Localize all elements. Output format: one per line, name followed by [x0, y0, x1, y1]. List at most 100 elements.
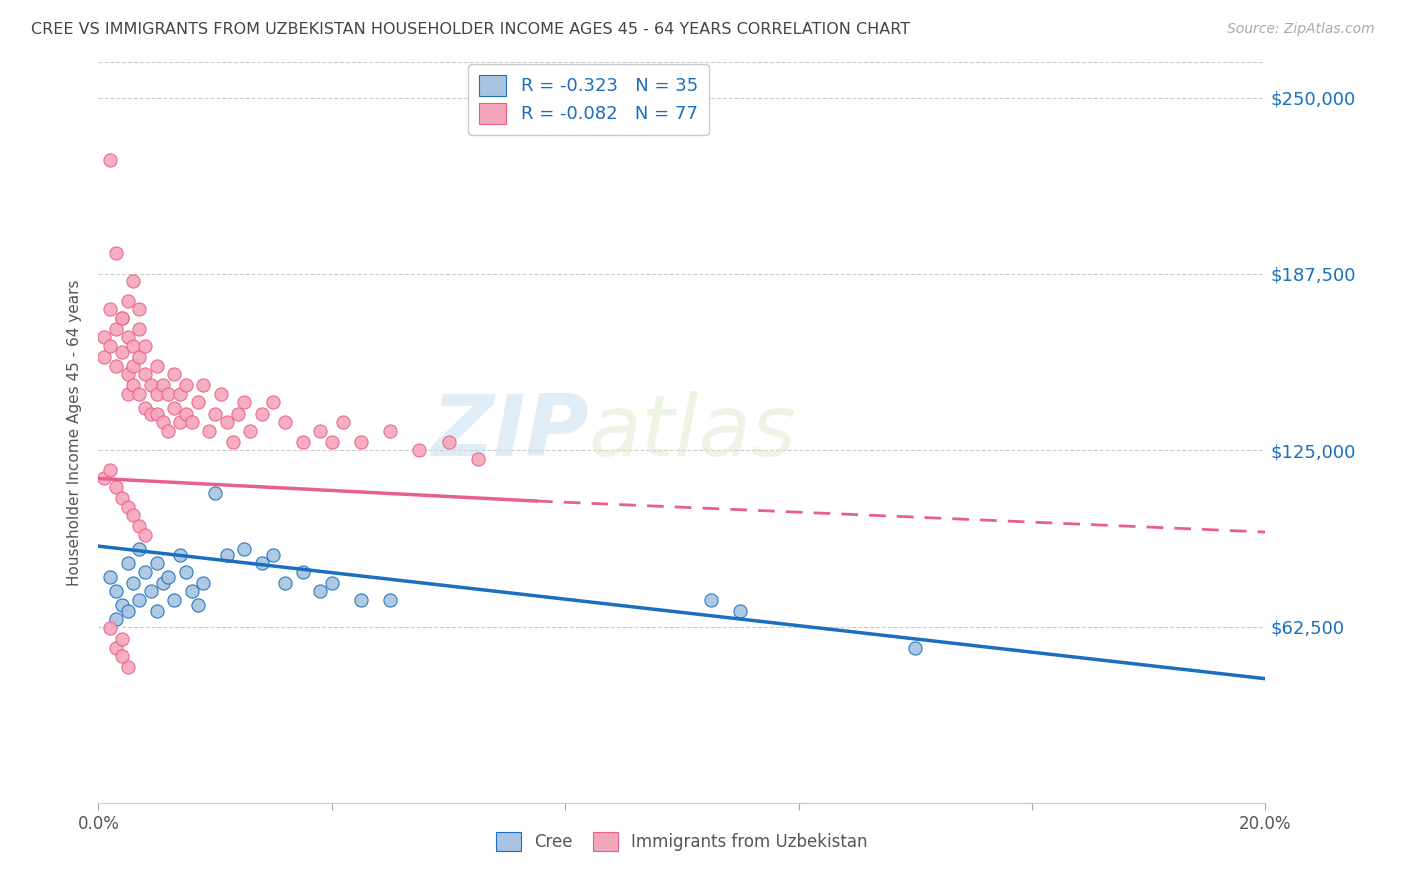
Point — [139, 407, 162, 421]
Text: atlas: atlas — [589, 391, 797, 475]
Point — [380, 592, 402, 607]
Point — [233, 541, 256, 556]
Point — [193, 378, 215, 392]
Point — [163, 401, 186, 415]
Point — [128, 302, 150, 317]
Point — [321, 575, 343, 590]
Point — [157, 387, 180, 401]
Point — [98, 339, 121, 353]
Point — [239, 424, 262, 438]
Point — [250, 407, 273, 421]
Point — [146, 387, 169, 401]
Y-axis label: Householder Income Ages 45 - 64 years: Householder Income Ages 45 - 64 years — [67, 279, 83, 586]
Point — [117, 367, 139, 381]
Point — [104, 245, 127, 260]
Point — [104, 322, 127, 336]
Point — [215, 548, 238, 562]
Point — [122, 378, 145, 392]
Point — [146, 556, 169, 570]
Point — [128, 322, 150, 336]
Point — [117, 500, 139, 514]
Point — [250, 556, 273, 570]
Point — [169, 548, 191, 562]
Point — [134, 339, 156, 353]
Point — [187, 599, 209, 613]
Point — [93, 330, 115, 344]
Point — [98, 302, 121, 317]
Point — [122, 508, 145, 522]
Point — [180, 415, 202, 429]
Point — [730, 604, 752, 618]
Point — [104, 640, 127, 655]
Point — [291, 565, 314, 579]
Point — [117, 293, 139, 308]
Point — [204, 407, 226, 421]
Point — [152, 378, 174, 392]
Point — [169, 387, 191, 401]
Point — [309, 424, 332, 438]
Point — [117, 604, 139, 618]
Point — [437, 434, 460, 449]
Point — [157, 570, 180, 584]
Point — [104, 584, 127, 599]
Point — [111, 344, 134, 359]
Point — [169, 415, 191, 429]
Point — [332, 415, 354, 429]
Point — [215, 415, 238, 429]
Point — [146, 407, 169, 421]
Text: Source: ZipAtlas.com: Source: ZipAtlas.com — [1227, 22, 1375, 37]
Point — [128, 350, 150, 364]
Point — [98, 570, 121, 584]
Point — [122, 575, 145, 590]
Point — [408, 443, 430, 458]
Point — [139, 584, 162, 599]
Point — [309, 584, 332, 599]
Point — [111, 491, 134, 506]
Point — [93, 350, 115, 364]
Point — [111, 310, 134, 325]
Point — [104, 612, 127, 626]
Point — [274, 575, 297, 590]
Point — [350, 434, 373, 449]
Point — [467, 451, 489, 466]
Point — [152, 415, 174, 429]
Point — [350, 592, 373, 607]
Point — [122, 359, 145, 373]
Point — [111, 632, 134, 647]
Point — [128, 592, 150, 607]
Text: CREE VS IMMIGRANTS FROM UZBEKISTAN HOUSEHOLDER INCOME AGES 45 - 64 YEARS CORRELA: CREE VS IMMIGRANTS FROM UZBEKISTAN HOUSE… — [31, 22, 910, 37]
Point — [209, 387, 232, 401]
Point — [193, 575, 215, 590]
Point — [204, 485, 226, 500]
Point — [174, 378, 197, 392]
Point — [128, 519, 150, 533]
Point — [233, 395, 256, 409]
Point — [904, 640, 927, 655]
Point — [228, 407, 250, 421]
Point — [128, 387, 150, 401]
Point — [700, 592, 723, 607]
Point — [262, 548, 284, 562]
Point — [139, 378, 162, 392]
Point — [163, 592, 186, 607]
Point — [380, 424, 402, 438]
Point — [111, 599, 134, 613]
Point — [221, 434, 243, 449]
Point — [134, 401, 156, 415]
Point — [111, 310, 134, 325]
Point — [122, 339, 145, 353]
Point — [104, 359, 127, 373]
Point — [174, 565, 197, 579]
Point — [163, 367, 186, 381]
Point — [152, 575, 174, 590]
Point — [262, 395, 284, 409]
Point — [198, 424, 221, 438]
Point — [98, 463, 121, 477]
Point — [128, 541, 150, 556]
Point — [291, 434, 314, 449]
Point — [117, 330, 139, 344]
Point — [98, 153, 121, 167]
Text: ZIP: ZIP — [430, 391, 589, 475]
Point — [117, 387, 139, 401]
Point — [98, 621, 121, 635]
